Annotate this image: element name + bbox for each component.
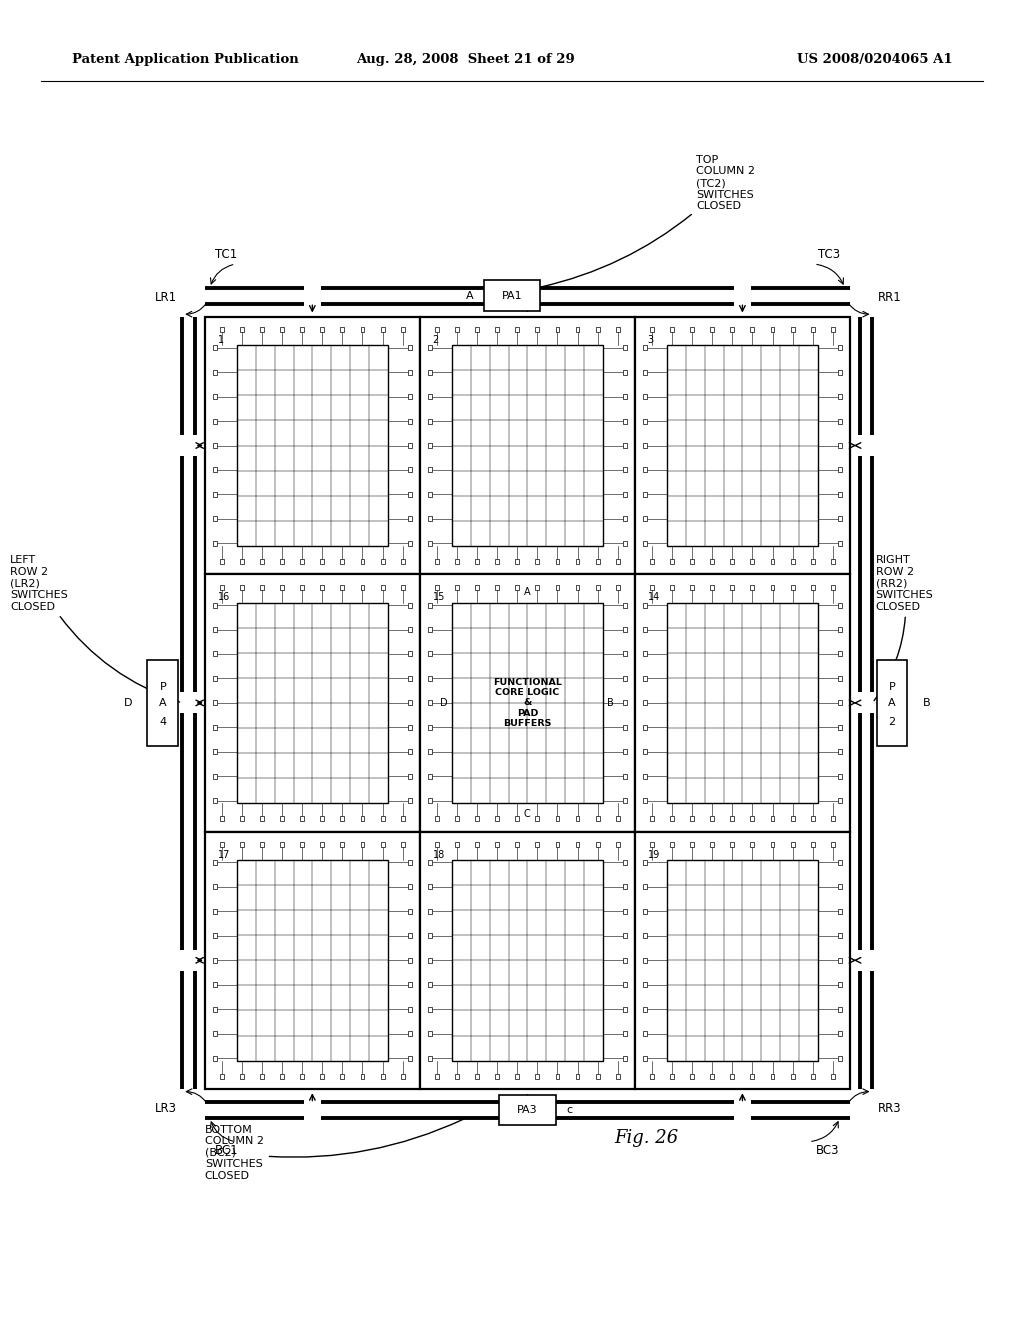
Bar	[428, 725, 432, 730]
Bar	[838, 370, 842, 375]
Text: FUNCTIONAL
CORE LOGIC
&
PAD
BUFFERS: FUNCTIONAL CORE LOGIC & PAD BUFFERS	[493, 677, 562, 729]
Bar	[435, 816, 439, 821]
Bar	[220, 585, 224, 590]
Text: LR1: LR1	[155, 290, 177, 304]
Bar	[213, 701, 217, 705]
Bar	[575, 816, 580, 821]
Bar	[428, 1056, 432, 1060]
Bar	[643, 603, 647, 607]
Bar	[643, 799, 647, 803]
Bar	[643, 395, 647, 399]
Bar	[515, 585, 519, 590]
Bar	[435, 327, 439, 333]
Text: Patent Application Publication: Patent Application Publication	[72, 53, 298, 66]
Bar	[643, 516, 647, 521]
Bar	[838, 1056, 842, 1060]
Bar	[408, 370, 412, 375]
Bar	[690, 558, 694, 564]
Bar	[838, 627, 842, 632]
Text: 17: 17	[218, 850, 230, 859]
Bar	[321, 816, 325, 821]
Bar	[623, 395, 627, 399]
Bar	[408, 627, 412, 632]
Bar	[623, 541, 627, 545]
Bar	[341, 1073, 344, 1078]
Bar	[205, 317, 420, 574]
Bar	[711, 1073, 714, 1078]
Bar	[643, 884, 647, 890]
Bar	[650, 842, 654, 847]
Bar	[408, 774, 412, 779]
Bar	[623, 982, 627, 987]
Bar	[671, 585, 674, 590]
Bar	[838, 701, 842, 705]
Bar	[771, 1073, 774, 1078]
Text: 4: 4	[160, 717, 166, 727]
Bar	[428, 541, 432, 545]
Bar	[213, 652, 217, 656]
Bar	[623, 370, 627, 375]
Bar	[536, 558, 540, 564]
Bar	[428, 603, 432, 607]
Bar	[400, 842, 404, 847]
Bar	[635, 317, 850, 574]
Bar	[643, 774, 647, 779]
Bar	[428, 750, 432, 754]
Bar	[575, 327, 580, 333]
Bar	[400, 327, 404, 333]
Bar	[428, 982, 432, 987]
Bar	[241, 842, 244, 847]
Bar	[643, 1056, 647, 1060]
Bar	[623, 418, 627, 424]
Bar	[408, 982, 412, 987]
Bar	[456, 816, 459, 821]
Bar	[791, 585, 795, 590]
Bar	[667, 345, 817, 546]
Bar	[408, 444, 412, 447]
Bar	[690, 585, 694, 590]
Bar	[643, 982, 647, 987]
Bar	[623, 652, 627, 656]
Bar	[213, 1056, 217, 1060]
Bar	[213, 933, 217, 939]
Bar	[667, 859, 817, 1061]
Bar	[830, 558, 835, 564]
Bar	[220, 816, 224, 821]
Bar	[475, 585, 479, 590]
Bar	[281, 327, 284, 333]
Bar	[623, 467, 627, 473]
Text: 1: 1	[218, 335, 224, 345]
Bar	[428, 909, 432, 913]
Bar	[408, 541, 412, 545]
Bar	[321, 842, 325, 847]
Bar	[428, 676, 432, 681]
Bar	[623, 725, 627, 730]
Bar	[643, 444, 647, 447]
Bar	[428, 799, 432, 803]
Bar	[811, 842, 814, 847]
Bar	[615, 842, 620, 847]
Bar	[771, 327, 774, 333]
Text: LR3: LR3	[156, 1102, 177, 1115]
Bar	[650, 558, 654, 564]
Bar	[456, 842, 459, 847]
Text: 15: 15	[433, 593, 445, 602]
Bar	[838, 492, 842, 496]
Bar	[643, 627, 647, 632]
Bar	[420, 832, 635, 1089]
Bar	[838, 861, 842, 865]
Bar	[838, 750, 842, 754]
Bar	[241, 585, 244, 590]
Bar	[238, 602, 387, 804]
Bar	[671, 842, 674, 847]
Bar	[381, 1073, 384, 1078]
Bar	[771, 816, 774, 821]
Bar	[615, 1073, 620, 1078]
Bar	[730, 1073, 734, 1078]
Text: RR1: RR1	[878, 290, 901, 304]
Bar	[730, 816, 734, 821]
Bar	[838, 933, 842, 939]
Bar	[643, 418, 647, 424]
Bar	[830, 816, 835, 821]
Text: TOP
COLUMN 2
(TC2)
SWITCHES
CLOSED: TOP COLUMN 2 (TC2) SWITCHES CLOSED	[541, 154, 756, 288]
